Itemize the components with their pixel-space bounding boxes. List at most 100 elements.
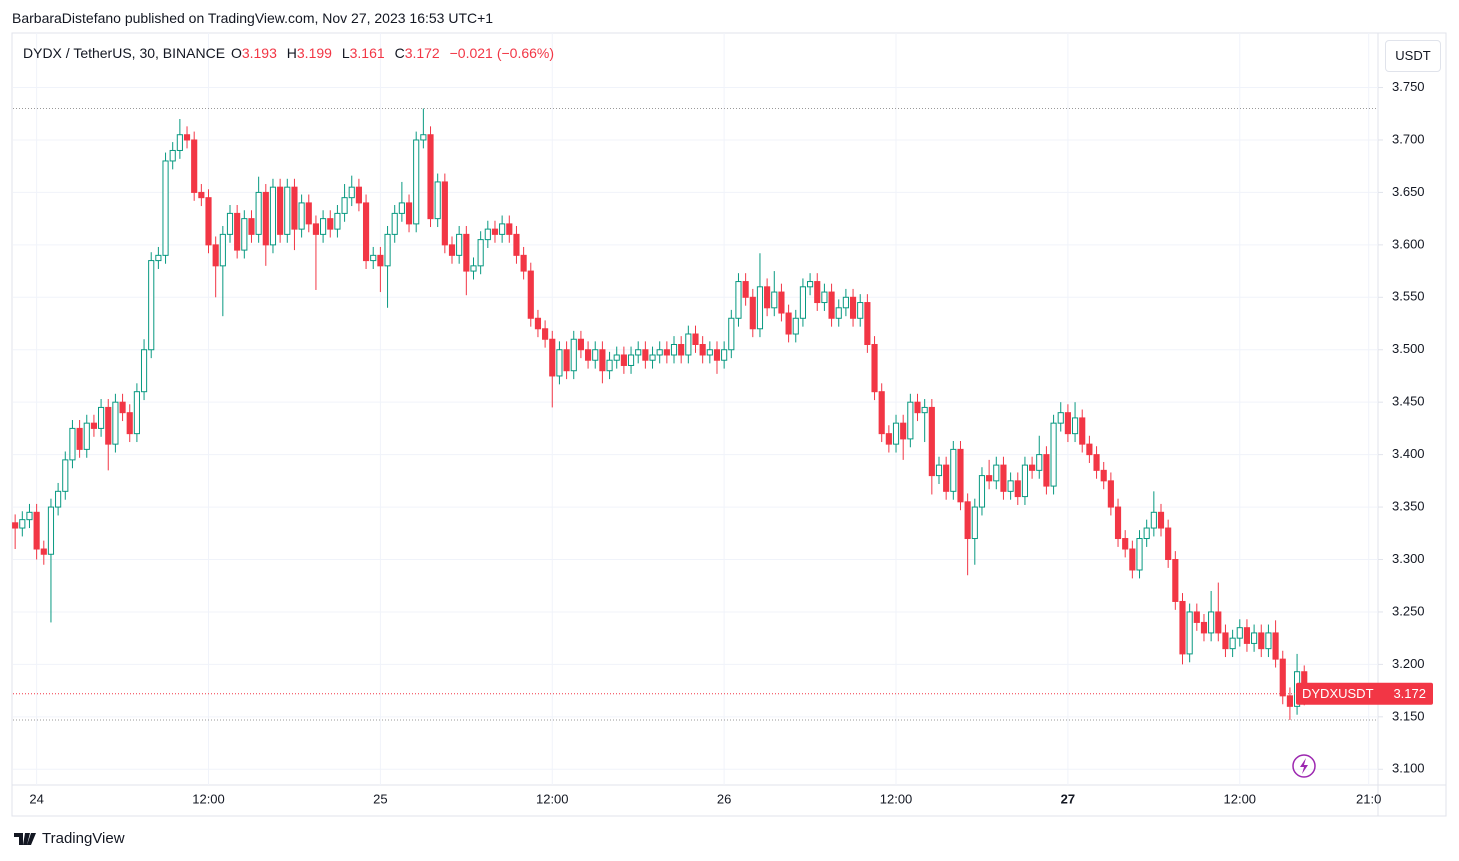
candle-body [384, 233, 391, 267]
currency-button[interactable]: USDT [1385, 40, 1441, 72]
candle-body [835, 307, 842, 319]
candle-body [506, 223, 513, 235]
candle-body [1193, 611, 1200, 623]
candle-body [298, 202, 305, 230]
y-tick-label: 3.200 [1392, 656, 1425, 671]
candle-body [112, 401, 119, 445]
candle-body [377, 254, 384, 267]
candle-body [248, 218, 255, 235]
candle-body [1100, 469, 1107, 482]
candle-body [857, 302, 864, 319]
y-tick-label: 3.750 [1392, 79, 1425, 94]
candle-body [900, 422, 907, 440]
candle-body [1086, 443, 1093, 456]
candle-body [935, 464, 943, 477]
candle-body [892, 422, 900, 445]
candle-body [907, 401, 914, 440]
candle-body [1222, 632, 1229, 650]
candle-body [728, 317, 735, 351]
candle-body [542, 328, 549, 340]
candle-body [1129, 548, 1136, 571]
candle-body [26, 511, 33, 521]
candle-body [1165, 527, 1172, 561]
candle-body [98, 406, 105, 429]
candle-body [62, 459, 69, 492]
candle-body [764, 286, 771, 309]
price-tag [1296, 682, 1433, 705]
candle-body [513, 233, 520, 256]
brand-logo [14, 833, 36, 845]
candle-body [191, 139, 198, 193]
candle-body [1036, 454, 1043, 471]
candle-body [649, 354, 656, 361]
y-tick-label: 3.400 [1392, 446, 1425, 461]
candle-body [971, 506, 978, 540]
byline: BarbaraDistefano published on TradingVie… [12, 10, 494, 26]
candle-body [699, 343, 706, 356]
candle-body [262, 191, 269, 246]
candle-body [212, 244, 219, 267]
candle-body [957, 448, 964, 503]
candle-body [105, 406, 112, 445]
candle-body [885, 433, 892, 445]
candle-body [355, 186, 362, 204]
candle-body [484, 228, 491, 241]
symbol-title: DYDX / TetherUS, 30, BINANCE [23, 45, 226, 61]
candle-body [792, 317, 799, 335]
flash-icon[interactable] [1292, 754, 1316, 778]
y-tick-label: 3.250 [1392, 603, 1425, 618]
candle-body [1114, 506, 1122, 540]
candle-body [1014, 480, 1021, 498]
candle-body [83, 422, 90, 450]
candle-body [269, 186, 277, 246]
candle-body [821, 291, 828, 304]
candle-body [176, 134, 183, 151]
candle-body [1050, 422, 1057, 487]
candle-body [1043, 454, 1050, 487]
candle-body [76, 427, 83, 450]
candle-body [434, 181, 441, 220]
price-tag-value: 3.172 [1393, 686, 1426, 701]
candle-body [849, 296, 857, 319]
x-tick-label: 27 [1061, 791, 1075, 806]
candle-body [1186, 611, 1193, 655]
candle-body [742, 281, 749, 298]
candle-body [756, 286, 764, 330]
candle-body [685, 333, 692, 356]
flash-icon-bolt [1300, 758, 1308, 774]
y-tick-label: 3.600 [1392, 236, 1425, 251]
candle-body [627, 354, 635, 366]
candle-body [735, 281, 742, 319]
candle-body [1251, 632, 1258, 644]
candle-body [241, 218, 248, 251]
candle-body [986, 475, 993, 482]
candle-body [749, 296, 756, 330]
candle-body [219, 233, 226, 267]
price-tag-symbol: DYDXUSDT [1302, 686, 1374, 701]
candle-body [312, 223, 320, 235]
candle-body [1229, 637, 1236, 650]
ohlc-key: H [286, 45, 297, 61]
ohlc-value: 3.161 [349, 45, 385, 61]
ohlc-value: 3.172 [404, 45, 440, 61]
candle-body [721, 349, 728, 361]
candle-body [456, 233, 463, 256]
y-tick-label: 3.650 [1392, 184, 1425, 199]
candle-body [1243, 627, 1251, 644]
candle-body [491, 228, 499, 235]
candle-body [19, 519, 26, 529]
candle-body [12, 522, 19, 529]
ohlc-value: 3.199 [296, 45, 332, 61]
y-tick-label: 3.500 [1392, 341, 1425, 356]
candle-body [1064, 412, 1071, 435]
candle-body [33, 511, 40, 550]
candle-body [993, 464, 1000, 482]
x-tick-label: 12:00 [536, 791, 569, 806]
candle-body [1093, 454, 1100, 471]
candle-body [778, 291, 785, 314]
ohlc-key: L [341, 45, 350, 61]
ohlc-key: O [230, 45, 242, 61]
candle-body [1215, 611, 1222, 634]
candle-body [606, 359, 613, 372]
